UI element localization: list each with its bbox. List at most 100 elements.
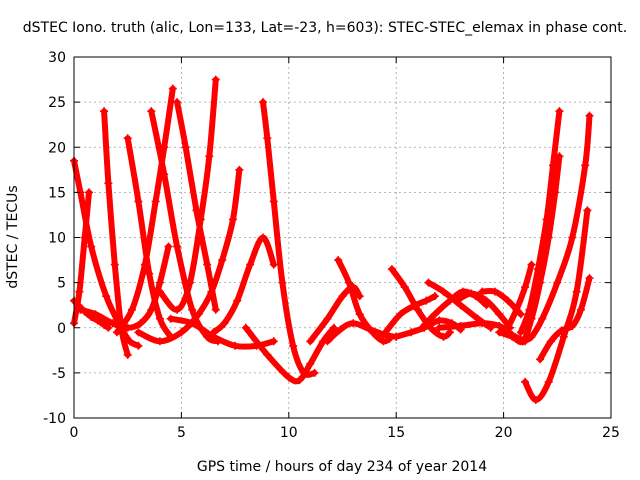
- data-point: [422, 296, 431, 305]
- series-arc-31: [521, 206, 592, 404]
- data-point: [503, 323, 512, 332]
- data-point: [155, 314, 164, 323]
- data-point: [349, 319, 358, 328]
- data-point: [269, 197, 278, 206]
- data-point: [392, 332, 401, 341]
- series-line: [504, 261, 535, 331]
- data-point: [123, 350, 132, 359]
- data-point: [147, 107, 156, 116]
- data-point: [508, 332, 517, 341]
- data-point: [173, 242, 182, 251]
- data-point: [467, 289, 476, 298]
- data-point: [366, 325, 375, 334]
- data-point: [246, 260, 255, 269]
- data-point: [185, 278, 194, 287]
- series-arc-7: [112, 84, 177, 337]
- data-point: [194, 310, 203, 319]
- data-point: [123, 323, 132, 332]
- data-point: [546, 337, 555, 346]
- data-point: [112, 328, 121, 337]
- data-point: [576, 305, 585, 314]
- data-point: [259, 233, 268, 242]
- data-point: [323, 314, 332, 323]
- data-point: [125, 337, 134, 346]
- data-point: [110, 260, 119, 269]
- data-point: [269, 337, 278, 346]
- data-point: [205, 152, 214, 161]
- data-point: [211, 305, 220, 314]
- data-point: [100, 107, 109, 116]
- data-point: [147, 305, 156, 314]
- data-point: [235, 165, 244, 174]
- data-point: [456, 301, 465, 310]
- data-point: [572, 287, 581, 296]
- data-point: [306, 359, 315, 368]
- data-point: [516, 328, 525, 337]
- data-point: [241, 323, 250, 332]
- data-point: [278, 278, 287, 287]
- data-point: [329, 323, 338, 332]
- series-arc-13: [209, 233, 278, 337]
- data-point: [233, 296, 242, 305]
- y-tick-label: 30: [48, 50, 66, 66]
- data-point: [495, 310, 504, 319]
- data-point: [495, 328, 504, 337]
- data-point: [355, 310, 364, 319]
- data-point: [531, 395, 540, 404]
- data-point: [196, 215, 205, 224]
- data-point: [164, 242, 173, 251]
- data-point: [533, 265, 542, 274]
- data-point: [478, 287, 487, 296]
- data-point: [231, 341, 240, 350]
- data-point: [568, 321, 577, 330]
- data-point: [439, 332, 448, 341]
- series-arc-25: [452, 289, 515, 332]
- data-point: [334, 256, 343, 265]
- series-arc-10: [155, 75, 220, 314]
- data-point: [207, 287, 216, 296]
- data-point: [151, 197, 160, 206]
- data-point: [263, 350, 272, 359]
- data-point: [583, 206, 592, 215]
- data-point: [557, 326, 566, 335]
- data-point: [100, 321, 109, 330]
- x-tick-label: 5: [177, 425, 186, 441]
- data-point: [452, 296, 461, 305]
- data-point: [108, 319, 117, 328]
- data-point: [439, 287, 448, 296]
- data-point: [430, 292, 439, 301]
- data-point: [310, 368, 319, 377]
- chart-title: dSTEC Iono. truth (alic, Lon=133, Lat=-2…: [23, 20, 627, 36]
- data-point: [525, 305, 534, 314]
- data-point: [355, 292, 364, 301]
- data-point: [521, 377, 530, 386]
- data-point: [91, 310, 100, 319]
- data-point: [491, 287, 500, 296]
- data-point: [155, 337, 164, 346]
- data-point: [228, 215, 237, 224]
- data-point: [188, 319, 197, 328]
- data-point: [396, 310, 405, 319]
- data-point: [209, 328, 218, 337]
- data-point: [173, 305, 182, 314]
- data-point: [555, 107, 564, 116]
- y-tick-label: 5: [57, 276, 66, 292]
- x-tick-label: 10: [280, 425, 298, 441]
- data-point: [203, 260, 212, 269]
- data-point: [168, 84, 177, 93]
- axes: 0 5 10 15 20 25 -10 -5 0 5 10 15 20 25 30: [43, 50, 620, 441]
- data-point: [104, 323, 113, 332]
- data-point: [87, 242, 96, 251]
- data-point: [538, 314, 547, 323]
- data-point: [387, 265, 396, 274]
- data-point: [559, 332, 568, 341]
- data-point: [512, 305, 521, 314]
- data-point: [134, 328, 143, 337]
- data-point: [527, 260, 536, 269]
- y-tick-label: 25: [48, 95, 66, 111]
- x-tick-label: 0: [70, 425, 79, 441]
- data-point: [407, 328, 416, 337]
- data-point: [549, 161, 558, 170]
- series-arc-27: [503, 260, 536, 332]
- data-point: [75, 287, 84, 296]
